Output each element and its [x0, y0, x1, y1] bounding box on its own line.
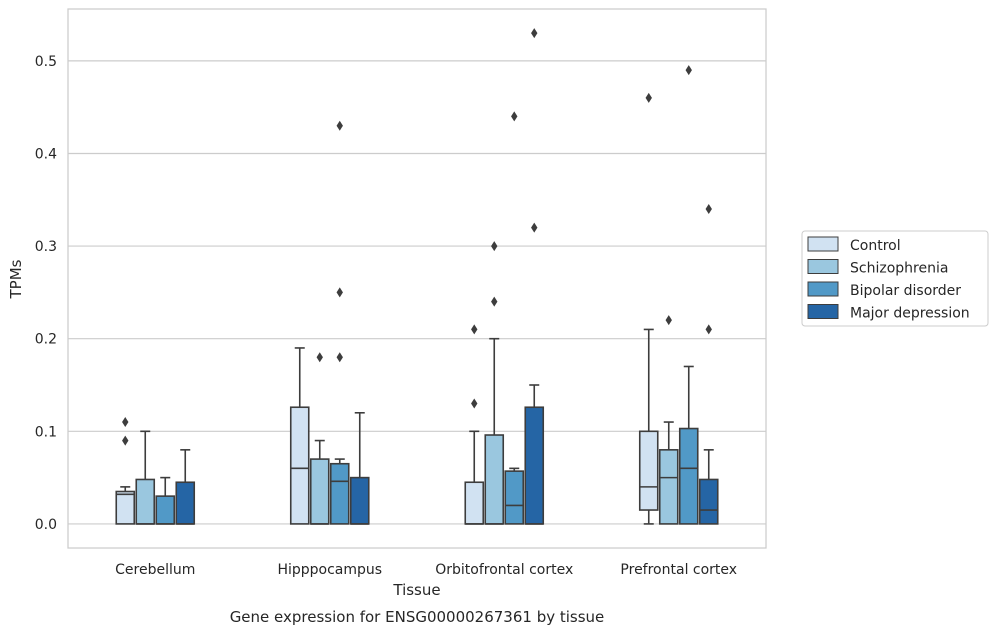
- y-axis-label: TPMs: [7, 259, 25, 299]
- legend-swatch: [807, 281, 839, 297]
- legend-label: Major depression: [850, 306, 970, 322]
- x-tick-label: Hipppocampus: [277, 562, 382, 578]
- series-schizophrenia: [135, 241, 679, 525]
- box: [175, 481, 196, 525]
- x-tick-label: Prefrontal cortex: [620, 562, 737, 578]
- x-axis-ticks: Cerebellum Hipppocampus Orbitofrontal cort…: [115, 562, 737, 578]
- series-major-depression: [175, 28, 719, 525]
- y-tick-label: 0.0: [35, 517, 57, 533]
- box: [678, 427, 699, 525]
- box: [115, 490, 136, 525]
- series-control: [115, 92, 659, 525]
- box: [349, 476, 370, 525]
- x-axis-label: Tissue: [392, 581, 440, 599]
- legend: Control Schizophrenia Bipolar disorder Majo…: [801, 230, 989, 327]
- chart-caption: Gene expression for ENSG00000267361 by t…: [230, 608, 605, 626]
- outlier-point: [316, 352, 323, 363]
- box: [698, 478, 719, 525]
- y-tick-label: 0.5: [35, 54, 57, 70]
- outlier-point: [491, 241, 498, 252]
- outlier-point: [665, 315, 672, 326]
- box: [524, 406, 545, 525]
- outlier-point: [645, 92, 652, 103]
- y-axis-ticks: 0.0 0.1 0.2 0.3 0.4 0.5: [35, 54, 57, 533]
- x-tick-label: Orbitofrontal cortex: [435, 562, 573, 578]
- outlier-point: [531, 28, 538, 39]
- series-bipolar-disorder: [155, 65, 699, 525]
- box: [464, 481, 485, 525]
- box: [658, 449, 679, 525]
- box: [309, 458, 330, 525]
- boxes: [115, 28, 719, 525]
- outlier-point: [491, 296, 498, 307]
- legend-swatch: [807, 259, 839, 274]
- outlier-point: [705, 324, 712, 335]
- box: [638, 430, 659, 511]
- box: [504, 470, 525, 525]
- outlier-point: [471, 398, 478, 409]
- outlier-point: [705, 204, 712, 215]
- outlier-point: [336, 287, 343, 298]
- box: [289, 406, 310, 525]
- box: [329, 462, 350, 525]
- y-tick-label: 0.3: [35, 239, 57, 255]
- outlier-point: [122, 417, 129, 428]
- legend-swatch: [807, 304, 839, 319]
- legend-label: Schizophrenia: [850, 261, 948, 277]
- outlier-point: [511, 111, 518, 122]
- x-tick-label: Cerebellum: [115, 562, 195, 578]
- box: [484, 434, 505, 525]
- plot-area-frame: [67, 8, 767, 549]
- outlier-point: [336, 120, 343, 131]
- legend-label: Bipolar disorder: [850, 283, 961, 299]
- outlier-point: [122, 435, 129, 446]
- legend-label: Control: [850, 238, 901, 254]
- legend-swatch: [807, 236, 839, 252]
- outlier-point: [336, 352, 343, 363]
- legend-frame: [801, 230, 989, 327]
- outlier-point: [685, 65, 692, 76]
- outlier-point: [531, 222, 538, 233]
- box: [155, 495, 176, 525]
- y-tick-label: 0.1: [35, 424, 57, 440]
- outlier-point: [471, 324, 478, 335]
- box: [135, 478, 156, 525]
- y-tick-label: 0.4: [35, 146, 57, 162]
- y-tick-label: 0.2: [35, 332, 57, 348]
